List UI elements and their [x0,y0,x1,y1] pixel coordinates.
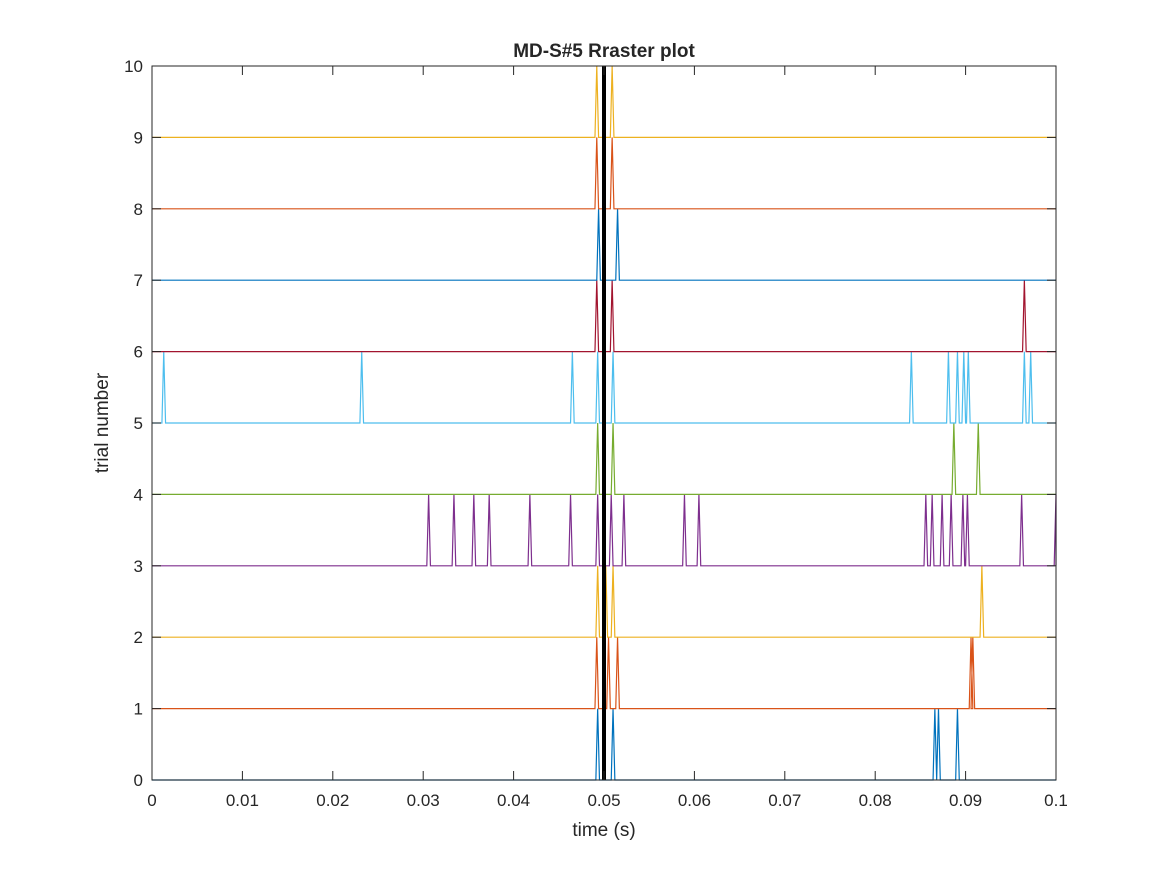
x-axis-label: time (s) [572,820,635,841]
spike-train-trial-4 [152,494,1057,567]
spike-trains [152,65,1057,781]
spike-train-trial-5 [152,422,1056,495]
axis-ticks: 0 0.01 0.02 0.03 0.04 0.05 0.06 0.07 0.08 0.09 0.1… [124,57,1068,810]
y-tick-label: 8 [134,200,143,219]
x-tick-label: 0.06 [678,791,711,810]
spike-train-trial-3 [152,565,1056,638]
y-tick-label: 3 [134,557,143,576]
spike-train-trial-6 [152,351,1056,424]
y-tick-label: 9 [134,128,143,147]
x-tick-label: 0.1 [1044,791,1068,810]
spike-train-trial-1 [152,708,1056,781]
y-tick-label: 10 [124,57,143,76]
chart-title: MD-S#5 Rraster plot [513,41,695,62]
x-tick-label: 0.09 [949,791,982,810]
x-tick-label: 0.01 [226,791,259,810]
y-tick-label: 6 [134,343,143,362]
y-tick-label: 0 [134,771,143,790]
y-axis-label: trial number [92,372,113,473]
x-tick-label: 0.04 [497,791,530,810]
y-tick-label: 2 [134,628,143,647]
y-tick-label: 4 [134,485,143,504]
x-tick-label: 0 [147,791,156,810]
y-tick-label: 5 [134,414,143,433]
spike-train-trial-8 [152,208,1056,281]
x-tick-label: 0.08 [859,791,892,810]
y-tick-label: 7 [134,271,143,290]
y-tick-label: 1 [134,700,143,719]
x-tick-label: 0.05 [587,791,620,810]
x-tick-label: 0.03 [407,791,440,810]
x-tick-label: 0.07 [768,791,801,810]
x-tick-label: 0.02 [316,791,349,810]
